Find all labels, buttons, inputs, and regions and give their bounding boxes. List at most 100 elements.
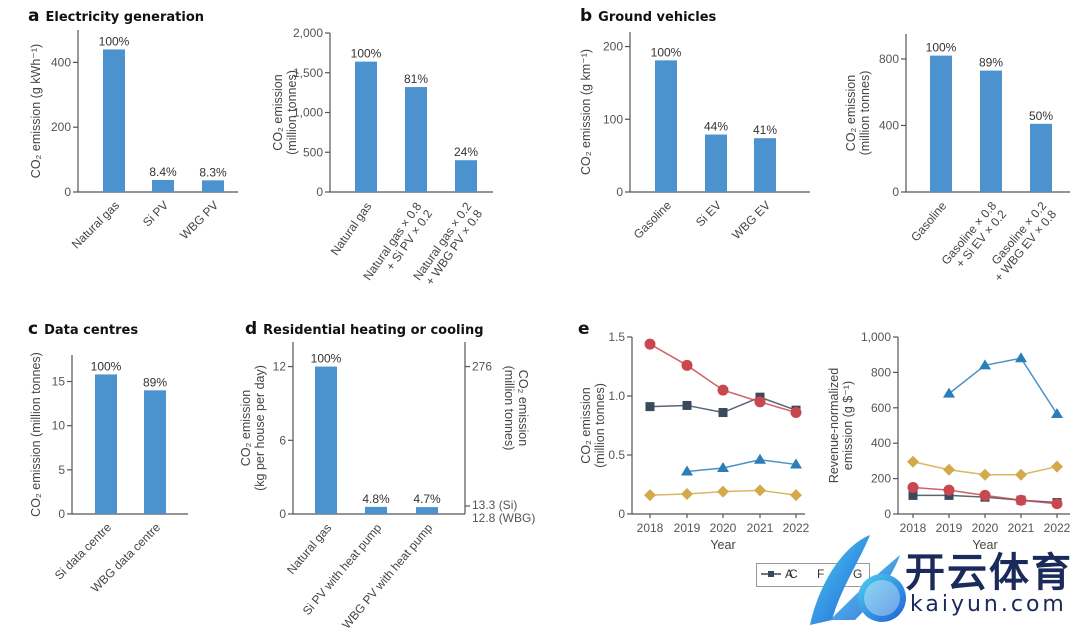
chart-d-bar: [315, 366, 337, 514]
chart-d-category-label-line: Natural gas: [284, 521, 334, 577]
chart-e2-ytick-label: 800: [871, 365, 891, 379]
chart-e1-series-F-point: [790, 458, 802, 469]
chart-e1-series-G-point: [644, 489, 656, 502]
chart-e2-series-C-point: [907, 481, 919, 493]
chart-d-category-label: Natural gas: [284, 521, 334, 577]
chart-c-data-label: 89%: [143, 375, 167, 389]
chart-a2-y-label-line: CO₂ emission: [271, 74, 285, 150]
chart-e2-series-G-point: [979, 468, 991, 481]
panel-e-title: e: [578, 319, 596, 339]
chart-e1-series-A-point: [645, 402, 655, 412]
chart-b1-category-label-line: WBG EV: [729, 198, 773, 242]
chart-d-right-tick-label: 13.3 (Si): [472, 498, 517, 512]
chart-b2-bar: [1030, 123, 1052, 192]
chart-b2-y-label: CO₂ emission (million tonnes): [844, 71, 872, 156]
chart-d-ytick-label: 0: [279, 507, 286, 521]
chart-a2-bar: [405, 87, 427, 192]
chart-d-y-label: CO₂ emission (kg per house per day): [239, 365, 267, 491]
chart-e2-series-G-point: [1015, 468, 1027, 481]
chart-e1-xtick-label: 2020: [710, 521, 737, 535]
chart-e1-series-G-point: [717, 485, 729, 498]
chart-a1-category-label: WBG PV: [177, 198, 221, 242]
chart-e2-series-C-point: [1051, 498, 1063, 510]
chart-e2-series-A-point: [908, 490, 918, 500]
chart-e2-series-F-point: [943, 387, 955, 398]
chart-e1-ytick-label: 0: [618, 507, 625, 521]
chart-e2-xtick-label: 2021: [1008, 521, 1035, 535]
chart-a2-y-label: CO₂ emission (million tonnes): [271, 70, 299, 155]
panel-a-letter: a: [28, 6, 40, 26]
chart-e2-xtick-label: 2020: [972, 521, 999, 535]
panel-b-title: b Ground vehicles: [580, 6, 716, 26]
chart-e2-series-C-point: [943, 484, 955, 496]
chart-d-right-y-label-line: CO₂ emission: [516, 370, 530, 446]
chart-a2-ytick-label: 1,000: [293, 106, 323, 120]
legend-label-g: G: [853, 567, 863, 581]
chart-b1-ytick-label: 100: [603, 112, 623, 126]
chart-a1-data-label: 8.4%: [149, 165, 177, 179]
chart-b1-category-label-line: Gasoline: [631, 198, 675, 242]
square-marker-icon: [761, 571, 781, 577]
chart-a1-bar: [152, 180, 174, 192]
chart-a2-bar: [455, 160, 477, 192]
chart-a1-ytick-label: 200: [51, 120, 71, 134]
chart-e1-series-C-point: [754, 396, 766, 408]
watermark-text-en: kaiyun.com: [910, 592, 1067, 617]
chart-e2-xtick-label: 2018: [900, 521, 927, 535]
chart-e1-series-F-line: [686, 458, 797, 473]
chart-e1-xtick-label: 2018: [637, 521, 664, 535]
chart-e1-series-F-point: [717, 461, 729, 472]
chart-b1-category-label: WBG EV: [729, 198, 773, 242]
legend-label-f: F: [817, 567, 825, 581]
panel-a-title-text: Electricity generation: [45, 10, 205, 25]
chart-b1-y-label: CO₂ emission (g km⁻¹): [579, 49, 593, 175]
chart-b2-ytick-label: 0: [892, 185, 899, 199]
chart-e2-series-F-line: [948, 357, 1058, 415]
watermark-logo-icon: [810, 535, 906, 625]
chart-b1-bar: [754, 138, 776, 192]
chart-b1-data-label: 41%: [753, 123, 777, 137]
panel-b-letter: b: [580, 6, 593, 26]
chart-d-ytick-label: 6: [279, 433, 286, 447]
chart-e1-series-F-point: [754, 453, 766, 464]
chart-c-y-label-line: CO₂ emission (million tonnes): [29, 352, 43, 517]
panel-d-letter: d: [245, 319, 258, 339]
chart-b1-data-label: 100%: [651, 45, 682, 59]
chart-d-data-label: 4.8%: [362, 492, 390, 506]
chart-e1-ytick-label: 1.5: [608, 330, 625, 344]
chart-c-ytick-label: 0: [58, 507, 65, 521]
chart-e2-series-F-point: [1015, 352, 1027, 363]
chart-a2-data-label: 24%: [454, 145, 478, 159]
chart-b1-y-label-line: CO₂ emission (g km⁻¹): [579, 49, 593, 175]
chart-b1-ytick-label: 0: [616, 185, 623, 199]
chart-d-y-label-line: CO₂ emission: [239, 390, 253, 466]
chart-d-right-tick-label: 276: [472, 360, 492, 374]
chart-e2-series-G-point: [907, 455, 919, 468]
chart-a1-y-label: CO₂ emission (g kWh⁻¹): [29, 44, 43, 178]
chart-a1-data-label: 100%: [99, 34, 130, 48]
chart-e2-x-label: Year: [972, 538, 997, 552]
chart-e1-x-label: Year: [710, 538, 735, 552]
chart-a1-category-label-line: WBG PV: [177, 198, 221, 242]
chart-d-right-tick-label: 12.8 (WBG): [472, 511, 535, 525]
chart-d-y-label-line: (kg per house per day): [253, 365, 267, 491]
chart-a1-category-label: Si PV: [140, 198, 171, 229]
chart-e1-y-label-line: CO₂ emission: [579, 387, 593, 463]
chart-a2-bar: [355, 61, 377, 193]
chart-c-bar: [144, 390, 166, 514]
panel-c-title: c Data centres: [28, 319, 138, 339]
chart-c-bar: [95, 374, 117, 514]
chart-a1-category-label-line: Si PV: [140, 198, 171, 229]
chart-a1-data-label: 8.3%: [199, 165, 227, 179]
chart-b2-y-label-line: CO₂ emission: [844, 75, 858, 151]
chart-b2-category-label-line: Gasoline: [908, 199, 949, 245]
chart-c-ytick-label: 5: [58, 463, 65, 477]
chart-d-bar: [416, 507, 438, 514]
chart-b1-bar: [705, 134, 727, 192]
chart-a2-category-label-line: Natural gas: [328, 200, 375, 258]
chart-b2-data-label: 100%: [926, 41, 957, 55]
chart-e1-series-C-point: [681, 359, 693, 371]
legend-label-a: A: [785, 567, 794, 581]
panel-e-letter: e: [578, 319, 590, 339]
